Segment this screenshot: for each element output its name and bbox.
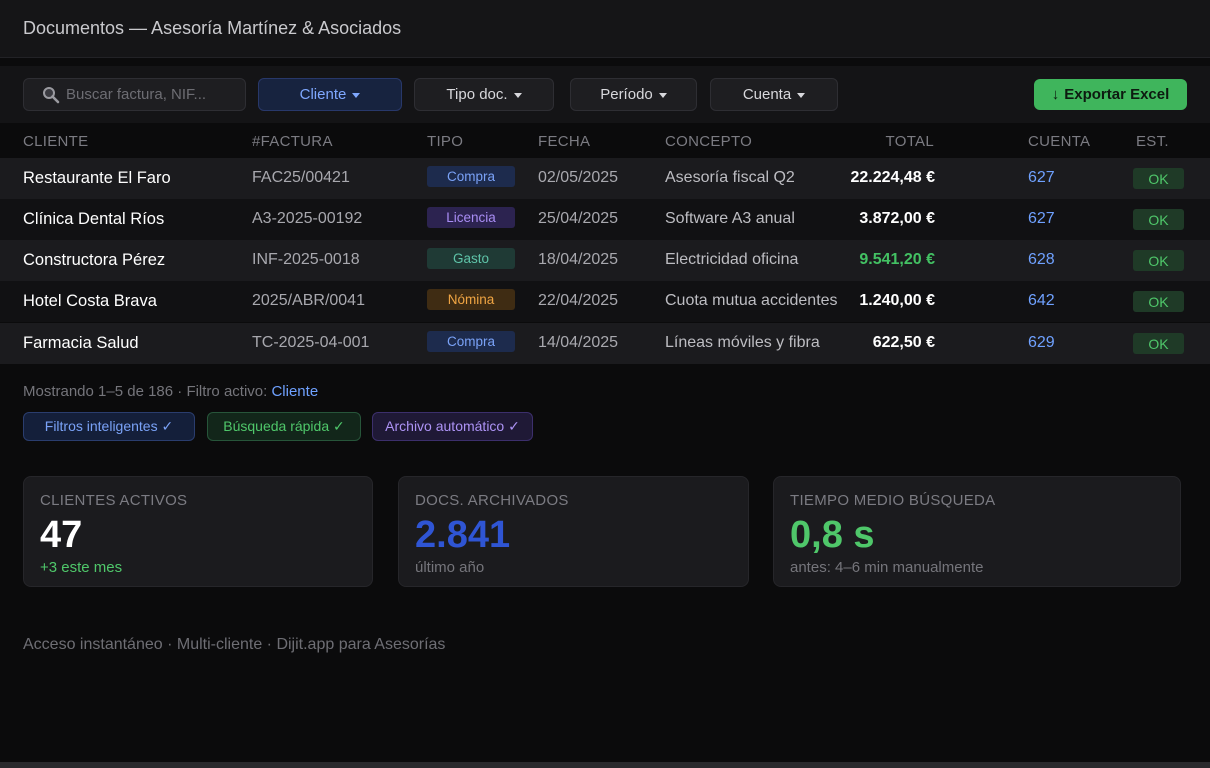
row-invoice: 2025/ABR/0041 [252, 292, 365, 309]
results-status: Mostrando 1–5 de 186 · Filtro activo: Cl… [23, 383, 318, 400]
active-filter-link[interactable]: Cliente [271, 383, 319, 400]
type-tag: Licencia [427, 207, 515, 228]
header-cuenta[interactable]: CUENTA [1028, 133, 1091, 150]
header-total[interactable]: TOTAL [885, 133, 934, 150]
filter-periodo-label: Período [600, 86, 653, 103]
row-invoice: TC-2025-04-001 [252, 334, 370, 351]
results-count: Mostrando 1–5 de 186 · Filtro activo: [23, 383, 272, 400]
filter-cuenta-label: Cuenta [742, 86, 792, 103]
row-invoice: A3-2025-00192 [252, 210, 363, 227]
table-header: CLIENTE #FACTURA TIPO FECHA CONCEPTO TOT… [0, 123, 1210, 158]
filter-cuenta[interactable]: Cuenta [710, 78, 838, 111]
bottom-bar [0, 762, 1210, 768]
row-date: 02/05/2025 [538, 169, 619, 186]
table-row[interactable]: Hotel Costa Brava 2025/ABR/0041 Nómina 2… [0, 281, 1210, 322]
row-concept: Electricidad oficina [665, 251, 799, 268]
feature-badge-quick-search: Búsqueda rápida ✓ [207, 412, 361, 441]
export-excel-button[interactable]: ↓ Exportar Excel [1034, 79, 1187, 110]
window-title: Documentos — Asesoría Martínez & Asociad… [0, 0, 1210, 58]
filter-periodo[interactable]: Período [570, 78, 697, 111]
row-date: 18/04/2025 [538, 251, 619, 268]
stat-card-active-clients: CLIENTES ACTIVOS 47 +3 este mes [23, 476, 373, 587]
download-arrow-icon: ↓ [1051, 86, 1060, 103]
header-factura[interactable]: #FACTURA [252, 133, 333, 150]
filter-cliente-label: Cliente [299, 86, 347, 103]
row-invoice: FAC25/00421 [252, 169, 350, 186]
row-invoice: INF-2025-0018 [252, 251, 360, 268]
status-badge: OK [1133, 209, 1184, 230]
chevron-down-icon [658, 93, 667, 98]
table-row[interactable]: Constructora Pérez INF-2025-0018 Gasto 1… [0, 240, 1210, 281]
chevron-down-icon [352, 93, 361, 98]
stat-sub: +3 este mes [40, 559, 123, 576]
stat-card-archived-docs: DOCS. ARCHIVADOS 2.841 último año [398, 476, 749, 587]
type-tag: Compra [427, 331, 515, 352]
search-icon [42, 86, 60, 104]
header-concepto[interactable]: CONCEPTO [665, 133, 753, 150]
table-row[interactable]: Restaurante El Faro FAC25/00421 Compra 0… [0, 158, 1210, 199]
row-total: 22.224,48 € [850, 169, 935, 186]
row-account-link[interactable]: 642 [1028, 292, 1055, 309]
row-date: 14/04/2025 [538, 334, 619, 351]
row-date: 22/04/2025 [538, 292, 619, 309]
header-estado[interactable]: EST. [1136, 133, 1169, 150]
row-concept: Cuota mutua accidentes [665, 292, 838, 309]
row-concept: Asesoría fiscal Q2 [665, 169, 795, 186]
filter-tipo-doc-label: Tipo doc. [446, 86, 508, 103]
feature-badge-smart-filters: Filtros inteligentes ✓ [23, 412, 195, 441]
row-client: Clínica Dental Ríos [23, 210, 165, 228]
stat-value: 0,8 s [790, 514, 875, 556]
row-date: 25/04/2025 [538, 210, 619, 227]
header-cliente[interactable]: CLIENTE [23, 133, 89, 150]
row-account-link[interactable]: 629 [1028, 334, 1055, 351]
filter-tipo-doc[interactable]: Tipo doc. [414, 78, 554, 111]
header-fecha[interactable]: FECHA [538, 133, 591, 150]
type-tag: Gasto [427, 248, 515, 269]
row-account-link[interactable]: 627 [1028, 210, 1055, 227]
stat-value: 47 [40, 514, 83, 556]
toolbar: Buscar factura, NIF... Cliente Tipo doc.… [0, 66, 1210, 123]
row-client: Farmacia Salud [23, 334, 139, 352]
footer-tagline: Acceso instantáneo · Multi-cliente · Dij… [23, 636, 446, 653]
row-account-link[interactable]: 627 [1028, 169, 1055, 186]
row-concept: Líneas móviles y fibra [665, 334, 820, 351]
stat-label: TIEMPO MEDIO BÚSQUEDA [790, 492, 996, 509]
chevron-down-icon [513, 93, 522, 98]
status-badge: OK [1133, 291, 1184, 312]
status-badge: OK [1133, 333, 1184, 354]
row-total: 1.240,00 € [859, 292, 935, 309]
chevron-down-icon [797, 93, 806, 98]
stat-label: DOCS. ARCHIVADOS [415, 492, 569, 509]
row-client: Restaurante El Faro [23, 169, 171, 187]
status-badge: OK [1133, 250, 1184, 271]
row-concept: Software A3 anual [665, 210, 795, 227]
type-tag: Compra [427, 166, 515, 187]
stat-label: CLIENTES ACTIVOS [40, 492, 188, 509]
stat-sub: antes: 4–6 min manualmente [790, 559, 984, 576]
row-total: 3.872,00 € [859, 210, 935, 227]
stat-sub: último año [415, 559, 485, 576]
feature-badge-auto-archive: Archivo automático ✓ [372, 412, 533, 441]
row-total: 9.541,20 € [859, 251, 935, 268]
row-client: Hotel Costa Brava [23, 292, 157, 310]
header-tipo[interactable]: TIPO [427, 133, 464, 150]
status-badge: OK [1133, 168, 1184, 189]
export-excel-label: Exportar Excel [1064, 86, 1170, 103]
row-total: 622,50 € [872, 334, 935, 351]
filter-cliente[interactable]: Cliente [258, 78, 402, 111]
search-placeholder: Buscar factura, NIF... [66, 86, 207, 103]
stat-card-search-time: TIEMPO MEDIO BÚSQUEDA 0,8 s antes: 4–6 m… [773, 476, 1181, 587]
table-row[interactable]: Clínica Dental Ríos A3-2025-00192 Licenc… [0, 199, 1210, 240]
table-row[interactable]: Farmacia Salud TC-2025-04-001 Compra 14/… [0, 323, 1210, 364]
type-tag: Nómina [427, 289, 515, 310]
search-input[interactable]: Buscar factura, NIF... [23, 78, 246, 111]
stat-value: 2.841 [415, 514, 511, 556]
row-account-link[interactable]: 628 [1028, 251, 1055, 268]
row-client: Constructora Pérez [23, 251, 166, 269]
